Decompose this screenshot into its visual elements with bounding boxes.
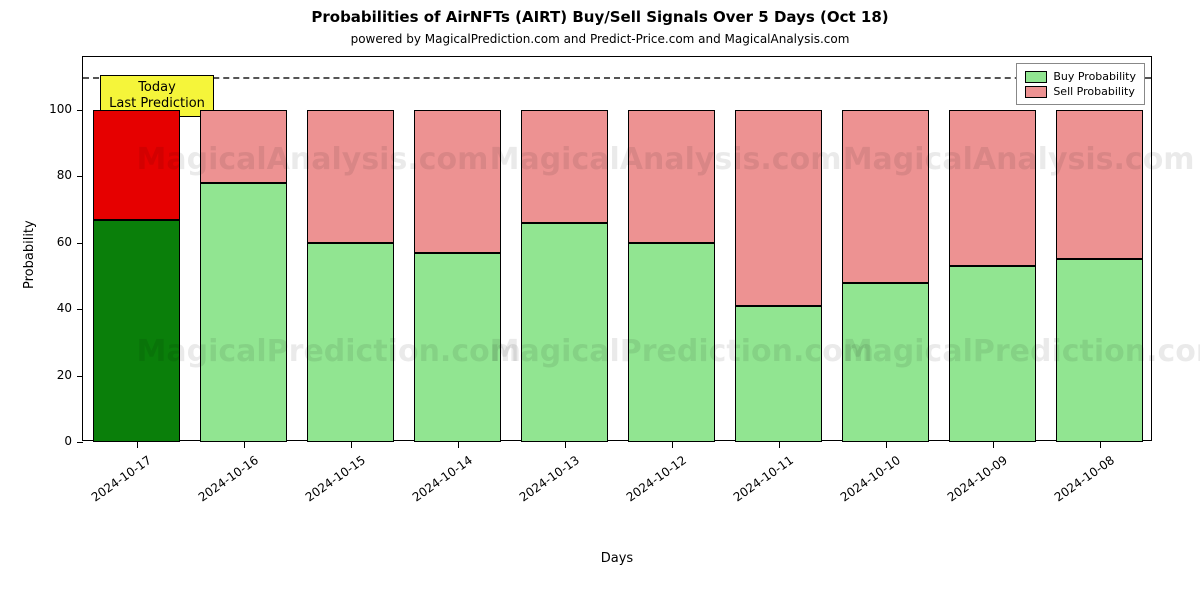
x-tick-mark bbox=[137, 442, 138, 448]
legend-swatch bbox=[1025, 86, 1047, 98]
bar-sell bbox=[842, 110, 930, 283]
bar-sell bbox=[200, 110, 288, 183]
legend-item: Sell Probability bbox=[1025, 85, 1136, 98]
x-tick-mark bbox=[565, 442, 566, 448]
y-tick-mark bbox=[77, 176, 83, 177]
chart-subtitle: powered by MagicalPrediction.com and Pre… bbox=[0, 32, 1200, 46]
x-tick-mark bbox=[351, 442, 352, 448]
x-tick-mark bbox=[886, 442, 887, 448]
bar-buy bbox=[1056, 259, 1144, 442]
y-tick-label: 40 bbox=[32, 301, 72, 315]
bar-sell bbox=[628, 110, 716, 243]
chart-title: Probabilities of AirNFTs (AIRT) Buy/Sell… bbox=[0, 8, 1200, 26]
y-tick-mark bbox=[77, 243, 83, 244]
bar-buy bbox=[735, 306, 823, 442]
bar-buy bbox=[414, 253, 502, 442]
x-tick-mark bbox=[244, 442, 245, 448]
x-axis-label: Days bbox=[82, 551, 1152, 566]
legend-label: Buy Probability bbox=[1053, 70, 1136, 83]
y-tick-mark bbox=[77, 309, 83, 310]
chart-container: Probabilities of AirNFTs (AIRT) Buy/Sell… bbox=[0, 0, 1200, 600]
reference-line bbox=[83, 77, 1151, 79]
bar-buy bbox=[200, 183, 288, 442]
bar-buy bbox=[521, 223, 609, 442]
bar-buy bbox=[307, 243, 395, 442]
bar-sell bbox=[1056, 110, 1144, 259]
x-tick-mark bbox=[779, 442, 780, 448]
bar-sell bbox=[949, 110, 1037, 266]
x-tick-mark bbox=[993, 442, 994, 448]
plot-area: Today Last Prediction Buy ProbabilitySel… bbox=[82, 56, 1152, 441]
bar-sell bbox=[93, 110, 181, 220]
x-tick-mark bbox=[458, 442, 459, 448]
y-tick-label: 0 bbox=[32, 434, 72, 448]
legend: Buy Probability Sell Probability bbox=[1016, 63, 1145, 105]
y-tick-label: 20 bbox=[32, 368, 72, 382]
y-axis-label: Probability bbox=[22, 220, 37, 289]
bar-buy bbox=[949, 266, 1037, 442]
y-tick-mark bbox=[77, 442, 83, 443]
y-tick-label: 60 bbox=[32, 235, 72, 249]
y-tick-mark bbox=[77, 110, 83, 111]
legend-label: Sell Probability bbox=[1053, 85, 1135, 98]
legend-item: Buy Probability bbox=[1025, 70, 1136, 83]
bar-buy bbox=[842, 283, 930, 442]
y-tick-mark bbox=[77, 376, 83, 377]
y-tick-label: 80 bbox=[32, 168, 72, 182]
bar-sell bbox=[735, 110, 823, 306]
y-tick-label: 100 bbox=[32, 102, 72, 116]
bar-sell bbox=[414, 110, 502, 253]
legend-swatch bbox=[1025, 71, 1047, 83]
bar-buy bbox=[93, 220, 181, 442]
bar-sell bbox=[307, 110, 395, 243]
x-tick-mark bbox=[672, 442, 673, 448]
bar-buy bbox=[628, 243, 716, 442]
bar-sell bbox=[521, 110, 609, 223]
x-tick-mark bbox=[1100, 442, 1101, 448]
